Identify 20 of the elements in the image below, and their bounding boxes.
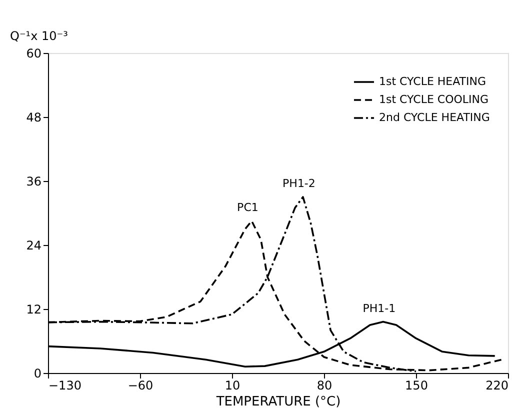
x-tick-label: −130 [48,378,82,392]
x-tick-label: 10 [224,378,240,392]
y-tick-label: 0 [34,366,42,380]
y-tick-label: 24 [26,238,42,252]
y-axis-title: Q⁻¹x 10⁻³ [10,29,68,43]
y-tick-label: 60 [26,46,42,60]
x-tick-label: 150 [405,378,428,392]
legend-label: 1st CYCLE HEATING [379,75,486,88]
y-tick-label: 12 [26,302,42,316]
legend-label: 1st CYCLE COOLING [379,93,489,106]
annotation: PH1-1 [362,302,396,315]
annotation: PH1-2 [282,177,316,190]
x-axis-title: TEMPERATURE (°C) [215,394,341,410]
annotation: PC1 [237,201,258,214]
x-tick-label: −60 [128,378,154,392]
legend-label: 2nd CYCLE HEATING [379,111,490,124]
y-tick-label: 36 [26,174,42,188]
x-tick-label: 220 [486,378,508,392]
y-tick-label: 48 [26,110,42,124]
x-tick-label: 80 [316,378,332,392]
